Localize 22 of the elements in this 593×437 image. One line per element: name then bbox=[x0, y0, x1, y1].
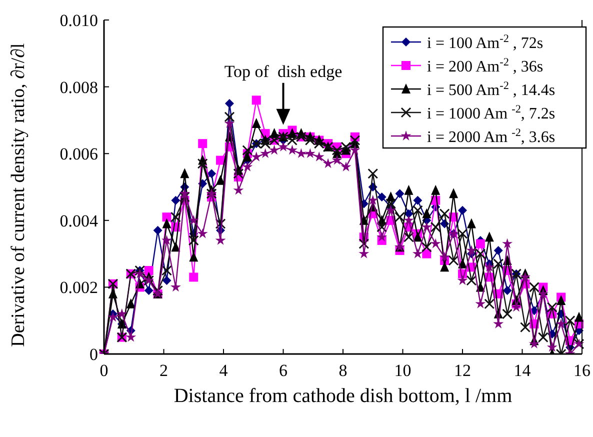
x-tick-label: 16 bbox=[574, 361, 590, 380]
legend-label: i = 2000 Am $^{-2}$, 3.6s bbox=[427, 127, 556, 146]
x-tick-label: 12 bbox=[454, 361, 471, 380]
y-tick-label: 0 bbox=[90, 345, 98, 364]
x-tick-label: 4 bbox=[219, 361, 228, 380]
y-axis-title: Derivative of current density ratio, ∂r/∂l bbox=[8, 43, 29, 347]
x-axis-title: Distance from cathode dish bottom, l /mm bbox=[174, 385, 513, 407]
x-tick-label: 10 bbox=[394, 361, 412, 380]
x-tick-label: 6 bbox=[279, 361, 288, 380]
legend-label: i = 200 Am$^{-2}$ , 36s bbox=[427, 56, 544, 76]
y-tick-label: 0.010 bbox=[60, 11, 98, 30]
annotation: Top of dish edge bbox=[224, 62, 342, 81]
x-tick-label: 14 bbox=[514, 361, 532, 380]
legend-label: i = 1000 Am $^{-2}$, 7.2s bbox=[427, 104, 556, 122]
legend-label: i = 500 Am$^{-2}$ , 14.4s bbox=[427, 80, 556, 99]
y-tick-label: 0.002 bbox=[60, 278, 98, 298]
legend-label: i = 100 Am$^{-2}$ , 72s bbox=[427, 33, 544, 52]
y-tick-label: 0.008 bbox=[60, 78, 98, 97]
x-tick-label: 8 bbox=[338, 361, 348, 380]
x-tick-label: 2 bbox=[160, 361, 168, 380]
y-tick-label: 0.004 bbox=[60, 211, 98, 230]
y-tick-label: 0.006 bbox=[60, 144, 98, 164]
